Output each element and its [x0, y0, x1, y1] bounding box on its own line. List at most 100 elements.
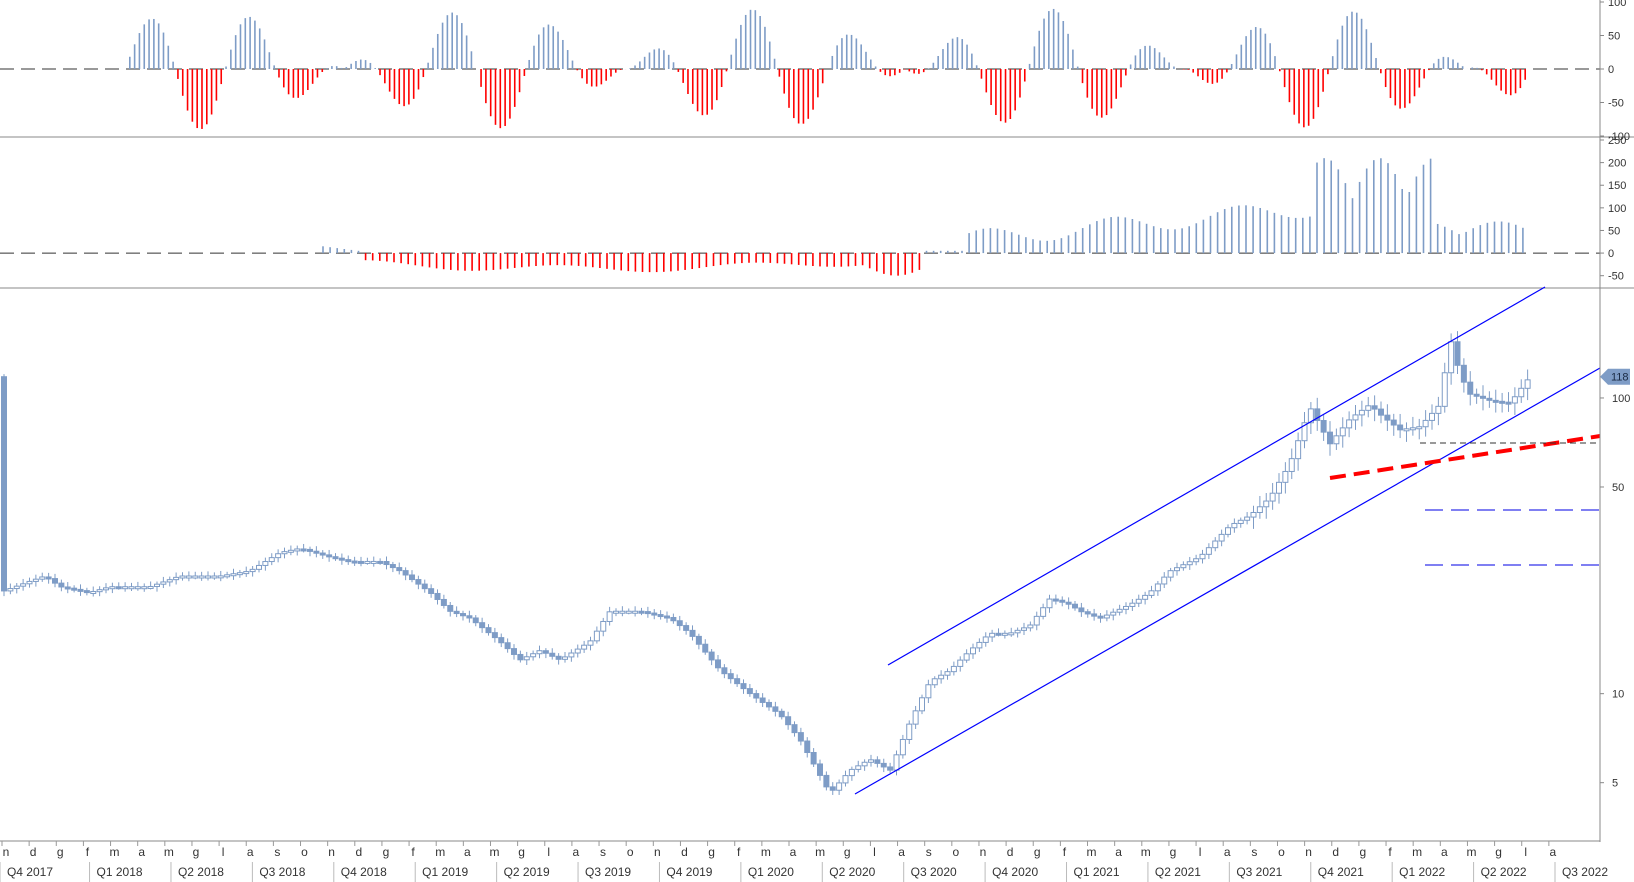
- candle-body: [128, 586, 135, 590]
- last-price-tag: [1600, 368, 1630, 385]
- y-tick-label: 100: [1608, 0, 1626, 9]
- candle-body: [249, 568, 256, 573]
- y-tick-label: 250: [1608, 135, 1626, 147]
- y-tick-label: 200: [1608, 158, 1626, 170]
- month-label: m: [1087, 845, 1097, 859]
- month-label: a: [1224, 845, 1231, 859]
- candle-body: [122, 586, 129, 590]
- candle-body: [880, 762, 887, 768]
- quarter-label: Q2 2020: [829, 865, 875, 879]
- month-label: l: [1524, 845, 1527, 859]
- candle-body: [1250, 511, 1257, 518]
- candle-body: [472, 617, 479, 624]
- candle-body: [664, 615, 670, 619]
- candle-body: [421, 583, 428, 590]
- candle-body: [64, 586, 71, 590]
- candle-body: [1269, 492, 1276, 502]
- candle-body: [1307, 408, 1314, 424]
- quarter-label: Q4 2018: [341, 865, 387, 879]
- quarter-label: Q2 2018: [178, 865, 224, 879]
- candle-body: [919, 697, 925, 712]
- month-label: m: [761, 845, 771, 859]
- quarter-label: Q2 2022: [1481, 865, 1527, 879]
- candle-body: [772, 706, 779, 712]
- candle-body: [205, 575, 211, 579]
- quarter-label: Q4 2021: [1318, 865, 1364, 879]
- candle-body: [256, 564, 262, 570]
- candle-body: [1384, 414, 1391, 421]
- candle-body: [447, 604, 454, 612]
- y-tick-label: 0: [1608, 248, 1614, 260]
- candle-body: [1282, 470, 1289, 483]
- month-label: f: [411, 845, 415, 859]
- y-tick-label: 100: [1612, 393, 1630, 405]
- candle-body: [396, 567, 403, 572]
- candle-body: [759, 697, 766, 703]
- candle-body: [1014, 629, 1021, 634]
- candle-body: [715, 659, 721, 669]
- candle-body: [593, 630, 600, 642]
- y-tick-label: 10: [1612, 689, 1624, 701]
- candle-body: [154, 583, 160, 587]
- candle-body: [542, 650, 549, 654]
- candle-body: [115, 586, 122, 590]
- candle-body: [460, 613, 466, 617]
- candle-body: [83, 590, 90, 594]
- month-label: a: [464, 845, 471, 859]
- y-tick-label: 150: [1608, 180, 1626, 192]
- candle-body: [753, 693, 760, 699]
- candle-body: [326, 554, 333, 558]
- candle-body: [1288, 458, 1295, 472]
- candle-body: [1116, 608, 1123, 613]
- candle-body: [7, 588, 14, 592]
- candle-body: [963, 653, 970, 661]
- candle-body: [332, 556, 339, 560]
- candle-body: [453, 610, 460, 615]
- candle-body: [976, 641, 983, 649]
- candle-body: [766, 701, 772, 708]
- candle-body: [358, 560, 364, 564]
- candle-body: [1237, 519, 1244, 524]
- candle-body: [32, 578, 39, 582]
- candle-body: [1205, 547, 1212, 555]
- y-tick-label: 100: [1608, 203, 1626, 215]
- candle-body: [689, 629, 696, 637]
- month-label: m: [489, 845, 499, 859]
- month-label: l: [873, 845, 876, 859]
- candle-body: [58, 582, 65, 588]
- candle-body: [1244, 516, 1251, 521]
- quarter-label: Q3 2022: [1562, 865, 1608, 879]
- candle-body: [1078, 607, 1085, 613]
- candle-body: [683, 625, 690, 631]
- candle-body: [287, 549, 294, 553]
- candle-body: [1333, 435, 1340, 445]
- oscillator-middle-panel: [0, 158, 1634, 289]
- y-tick-label: 50: [1608, 225, 1620, 237]
- candle-body: [1403, 428, 1410, 432]
- candle-body: [868, 759, 874, 763]
- candle-body: [1008, 632, 1015, 636]
- candle-body: [1473, 393, 1480, 397]
- month-label: n: [1305, 845, 1312, 859]
- candle-body: [504, 642, 511, 650]
- candle-body: [1467, 381, 1474, 395]
- candle-body: [1295, 440, 1302, 460]
- candle-body: [198, 575, 205, 579]
- candle-body: [1352, 414, 1359, 421]
- candle-body: [415, 579, 422, 585]
- month-label: l: [222, 845, 225, 859]
- candle-body: [1480, 395, 1486, 399]
- month-label: g: [57, 845, 64, 859]
- candle-body: [1167, 570, 1174, 578]
- candle-body: [989, 632, 996, 638]
- candle-body: [1021, 627, 1027, 631]
- y-tick-label: 50: [1612, 482, 1624, 494]
- candle-body: [702, 643, 709, 653]
- candle-body: [1218, 533, 1225, 542]
- candle-body: [1365, 405, 1372, 411]
- candle-body: [695, 635, 702, 645]
- candle-body: [1033, 615, 1040, 626]
- candle-body: [1174, 567, 1180, 572]
- channel-upper-line: [887, 286, 1546, 666]
